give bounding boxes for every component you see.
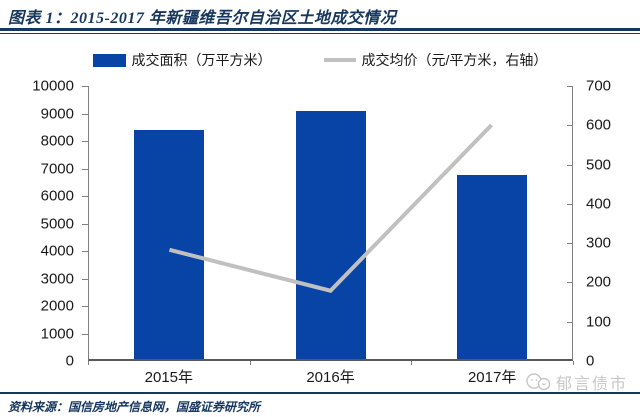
legend: 成交面积（万平方米） 成交均价（元/平方米，右轴） — [0, 50, 640, 70]
y-tick-label: 700 — [586, 77, 612, 95]
y-tick-mark — [82, 196, 88, 197]
y-tick-label: 5000 — [40, 215, 74, 232]
title-rule-thick — [0, 28, 640, 31]
source-text: 资料来源：国信房地产信息网，国盛证券研究所 — [8, 400, 261, 414]
y-tick-label: 300 — [586, 234, 612, 252]
chart-title: 图表 1：2015-2017 年新疆维吾尔自治区土地成交情况 — [8, 10, 397, 27]
y-tick-label: 400 — [586, 195, 612, 213]
legend-item-bar: 成交面积（万平方米） — [92, 50, 272, 70]
price-line-layer — [89, 86, 572, 359]
legend-swatch-line — [323, 58, 356, 62]
bar-2017年 — [456, 174, 527, 359]
watermark-logo-icon — [526, 373, 551, 391]
y-tick-label: 9000 — [40, 105, 74, 122]
y-tick-mark — [82, 223, 88, 225]
y-tick-mark — [567, 243, 573, 245]
y-tick-mark — [567, 86, 573, 87]
x-tick-mark — [249, 361, 251, 365]
legend-swatch-bar — [92, 53, 126, 67]
y-tick-mark — [82, 168, 88, 170]
x-axis-label: 2016年 — [306, 369, 355, 386]
y-tick-mark — [567, 282, 573, 284]
x-tick-mark — [411, 361, 413, 365]
y-tick-label: 10000 — [32, 77, 74, 95]
y-tick-label: 1000 — [40, 325, 74, 342]
price-line — [170, 125, 492, 291]
y-tick-label: 100 — [586, 313, 612, 331]
legend-label: 成交面积（万平方米） — [131, 52, 272, 68]
footer-rule — [0, 392, 640, 394]
y-tick-mark — [82, 333, 88, 335]
bar-2015年 — [134, 129, 205, 359]
y-tick-mark — [82, 141, 88, 142]
title-rule-thin — [0, 33, 640, 34]
y-tick-mark — [82, 251, 88, 252]
y-tick-label: 0 — [65, 352, 74, 370]
y-tick-mark — [82, 86, 88, 87]
x-axis-label: 2015年 — [144, 369, 194, 386]
watermark: 郁言债市 — [525, 370, 628, 394]
bar-2016年 — [295, 110, 366, 359]
y-tick-mark — [82, 278, 88, 280]
plot-area — [88, 86, 573, 361]
x-axis-labels: 2015年 2016年 2017年 — [88, 366, 573, 386]
y-tick-label: 200 — [586, 273, 612, 291]
y-tick-label: 600 — [586, 116, 612, 134]
legend-label: 成交均价（元/平方米，右轴） — [361, 52, 548, 68]
y-tick-mark — [82, 306, 88, 307]
y-tick-mark — [567, 321, 573, 323]
y-tick-label: 3000 — [40, 270, 74, 287]
y-tick-label: 0 — [586, 352, 595, 370]
y-tick-label: 8000 — [40, 132, 74, 150]
y-tick-label: 4000 — [40, 242, 74, 260]
x-tick-mark — [88, 361, 89, 365]
y-tick-label: 7000 — [40, 160, 74, 177]
y-axis-left-labels: 10000 9000 8000 7000 6000 5000 4000 3000 2000 100… — [0, 78, 88, 370]
y-tick-label: 6000 — [40, 187, 74, 205]
y-tick-label: 500 — [586, 156, 612, 174]
y-tick-mark — [567, 203, 573, 205]
watermark-text: 郁言债市 — [555, 376, 628, 393]
y-tick-mark — [567, 164, 573, 166]
y-tick-mark — [82, 113, 88, 115]
y-tick-mark — [567, 125, 573, 127]
x-tick-mark — [573, 361, 574, 365]
y-tick-label: 2000 — [40, 297, 74, 315]
x-axis-label: 2017年 — [467, 369, 517, 386]
legend-item-line: 成交均价（元/平方米，右轴） — [323, 50, 548, 70]
y-axis-right-labels: 700 600 500 400 300 200 100 0 — [573, 78, 640, 370]
